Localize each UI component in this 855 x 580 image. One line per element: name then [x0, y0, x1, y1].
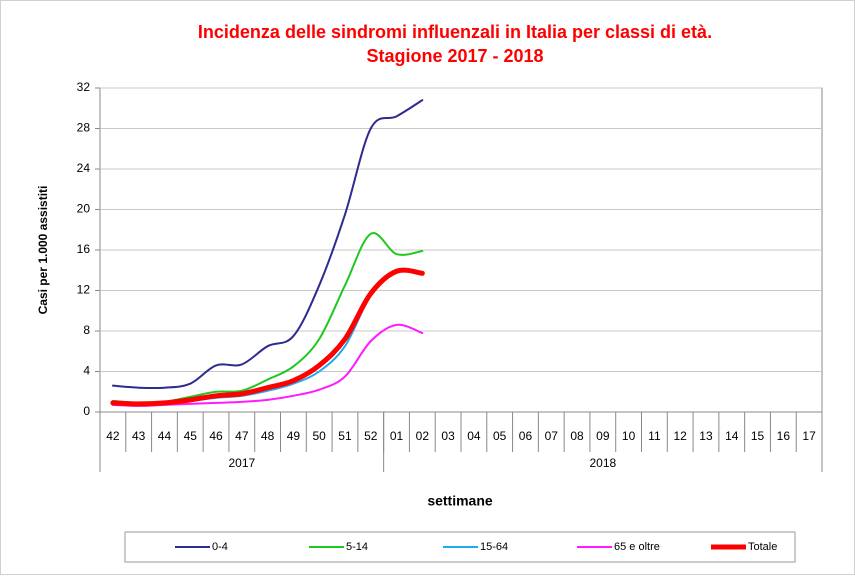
legend-label: 0-4	[212, 541, 228, 553]
x-tick-label: 49	[287, 429, 301, 443]
y-tick-label: 16	[77, 242, 91, 256]
y-tick-label: 20	[77, 202, 91, 216]
y-tick-label: 24	[77, 161, 91, 175]
x-tick-label: 44	[158, 429, 172, 443]
x-tick-label: 08	[570, 429, 584, 443]
y-tick-label: 8	[83, 323, 90, 337]
chart-title: Incidenza delle sindromi influenzali in …	[198, 22, 712, 42]
y-tick-label: 32	[77, 80, 91, 94]
chart-subtitle: Stagione 2017 - 2018	[366, 46, 543, 66]
y-tick-label: 12	[77, 283, 91, 297]
x-tick-label: 51	[338, 429, 352, 443]
x-tick-label: 01	[390, 429, 404, 443]
x-tick-label: 02	[416, 429, 430, 443]
legend-label: 5-14	[346, 541, 368, 553]
x-group-label: 2017	[228, 456, 255, 470]
x-tick-label: 43	[132, 429, 146, 443]
x-tick-label: 17	[802, 429, 816, 443]
x-tick-label: 47	[235, 429, 249, 443]
series-line	[111, 99, 424, 390]
x-tick-label: 14	[725, 429, 739, 443]
x-tick-label: 12	[673, 429, 687, 443]
y-tick-label: 28	[77, 121, 91, 135]
x-tick-label: 42	[106, 429, 120, 443]
x-tick-label: 15	[751, 429, 765, 443]
y-axis-label: Casi per 1.000 assistiti	[36, 186, 50, 315]
x-tick-label: 45	[184, 429, 198, 443]
x-tick-label: 10	[622, 429, 636, 443]
x-group-label: 2018	[589, 456, 616, 470]
legend-label: Totale	[748, 541, 777, 553]
x-tick-label: 04	[467, 429, 481, 443]
x-tick-label: 03	[441, 429, 455, 443]
x-tick-label: 11	[648, 429, 661, 443]
x-axis-label: settimane	[427, 493, 493, 509]
x-tick-label: 16	[777, 429, 791, 443]
x-tick-label: 05	[493, 429, 507, 443]
y-tick-label: 4	[83, 364, 90, 378]
x-tick-label: 09	[596, 429, 610, 443]
x-tick-label: 07	[545, 429, 559, 443]
legend-label: 65 e oltre	[614, 541, 660, 553]
x-tick-label: 13	[699, 429, 713, 443]
x-tick-label: 46	[209, 429, 223, 443]
x-tick-label: 50	[312, 429, 326, 443]
legend-label: 15-64	[480, 541, 508, 553]
y-tick-label: 0	[83, 404, 90, 418]
x-tick-label: 06	[519, 429, 533, 443]
series-line	[110, 267, 425, 407]
x-tick-label: 48	[261, 429, 275, 443]
x-tick-label: 52	[364, 429, 378, 443]
